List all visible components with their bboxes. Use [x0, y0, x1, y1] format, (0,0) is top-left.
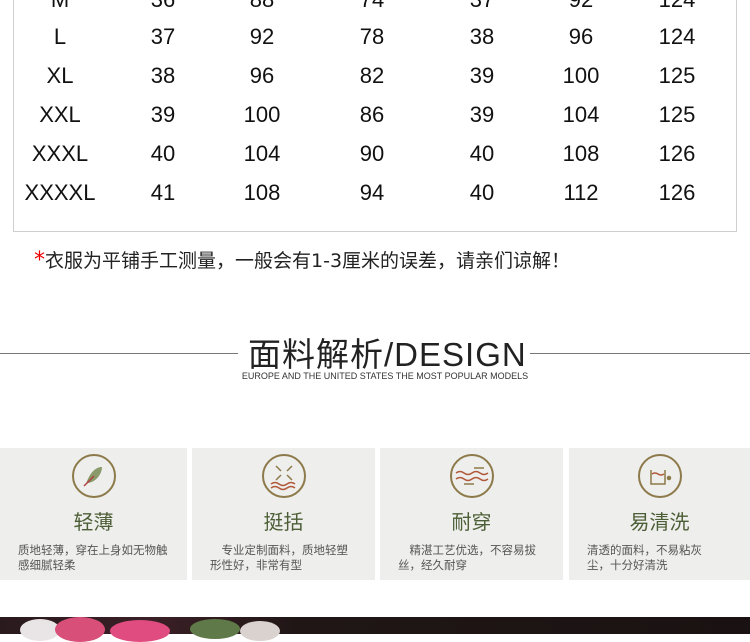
divider-left — [0, 353, 238, 354]
wave-icon — [449, 454, 494, 498]
size-value: 124 — [659, 0, 696, 15]
size-value: 40 — [469, 141, 495, 166]
size-value: 37 — [150, 24, 176, 49]
size-value: 104 — [243, 141, 281, 166]
size-value: 78 — [359, 24, 385, 49]
divider-right — [530, 353, 750, 354]
size-row: L 37 92 78 38 96 124 — [0, 22, 750, 52]
feature-title: 挺括 — [263, 510, 304, 534]
measurement-note: *衣服为平铺手工测量，一般会有1-3厘米的误差，请亲们谅解！ — [34, 246, 570, 273]
feature-desc: 精湛工艺优选，不容易拔丝，经久耐穿 — [398, 543, 536, 572]
size-label: XXXXL — [24, 180, 96, 205]
size-value: 125 — [658, 63, 696, 88]
size-row: XXXXL 41 108 94 40 112 126 — [0, 178, 750, 208]
stretch-icon — [261, 454, 306, 498]
size-label: L — [53, 24, 67, 49]
size-value: 82 — [359, 63, 385, 88]
wash-icon — [637, 454, 682, 498]
size-value: 39 — [150, 102, 176, 127]
size-label: XL — [46, 63, 74, 88]
feature-card: 轻薄 质地轻薄，穿在上身如无物触感细腻轻柔 — [0, 448, 187, 580]
feature-title: 耐穿 — [451, 510, 492, 534]
size-value: 38 — [150, 63, 176, 88]
size-value: 88 — [250, 0, 274, 15]
section-subtitle: EUROPE AND THE UNITED STATES THE MOST PO… — [241, 371, 529, 381]
size-value: 74 — [360, 0, 384, 15]
size-value: 112 — [563, 180, 599, 205]
size-value: 94 — [359, 180, 385, 205]
feature-card: 耐穿 精湛工艺优选，不容易拔丝，经久耐穿 — [380, 448, 563, 580]
size-value: 126 — [658, 141, 696, 166]
size-value: 124 — [658, 24, 696, 49]
size-value: 37 — [470, 0, 494, 15]
feature-title: 轻薄 — [73, 510, 114, 534]
size-value: 126 — [658, 180, 696, 205]
size-value: 96 — [249, 63, 275, 88]
feature-desc: 专业定制面料，质地轻塑形性好，非常有型 — [210, 543, 348, 572]
feature-title: 易清洗 — [629, 510, 690, 534]
size-value: 108 — [243, 180, 281, 205]
size-value: 40 — [150, 141, 176, 166]
feature-desc: 清透的面料，不易粘灰 尘，十分好清洗 — [587, 543, 714, 572]
size-label: XXL — [39, 102, 81, 127]
size-label: XXXL — [31, 141, 89, 166]
size-value: 40 — [469, 180, 495, 205]
size-value: 100 — [562, 63, 600, 88]
size-row: XXL 39 100 86 39 104 125 — [0, 100, 750, 130]
feather-icon — [71, 454, 116, 498]
size-value: 39 — [469, 63, 495, 88]
size-table — [13, 0, 737, 232]
note-text: 衣服为平铺手工测量，一般会有1-3厘米的误差，请亲们谅解！ — [45, 250, 571, 272]
size-value: 92 — [249, 24, 275, 49]
size-row: XL 38 96 82 39 100 125 — [0, 61, 750, 91]
size-value: 92 — [569, 0, 593, 15]
size-value: 96 — [568, 24, 594, 49]
size-value: 108 — [562, 141, 600, 166]
star-mark: * — [34, 248, 45, 273]
product-photo-strip — [0, 617, 750, 642]
size-value: 38 — [469, 24, 495, 49]
size-value: 100 — [243, 102, 281, 127]
size-value: 36 — [151, 0, 175, 15]
feature-card: 挺括 专业定制面料，质地轻塑形性好，非常有型 — [192, 448, 375, 580]
size-value: 125 — [658, 102, 696, 127]
size-value: 90 — [359, 141, 385, 166]
size-value: 41 — [150, 180, 176, 205]
feature-desc: 质地轻薄，穿在上身如无物触感细腻轻柔 — [18, 543, 168, 572]
size-row: XXXL 40 104 90 40 108 126 — [0, 139, 750, 169]
size-row: M 36 88 74 37 92 124 — [0, 0, 750, 15]
size-value: 104 — [562, 102, 600, 127]
size-value: 86 — [359, 102, 385, 127]
size-value: 39 — [469, 102, 495, 127]
section-title: 面料解析/DESIGN — [248, 336, 527, 373]
size-label: M — [51, 0, 69, 15]
feature-card: 易清洗 清透的面料，不易粘灰 尘，十分好清洗 — [569, 448, 750, 580]
